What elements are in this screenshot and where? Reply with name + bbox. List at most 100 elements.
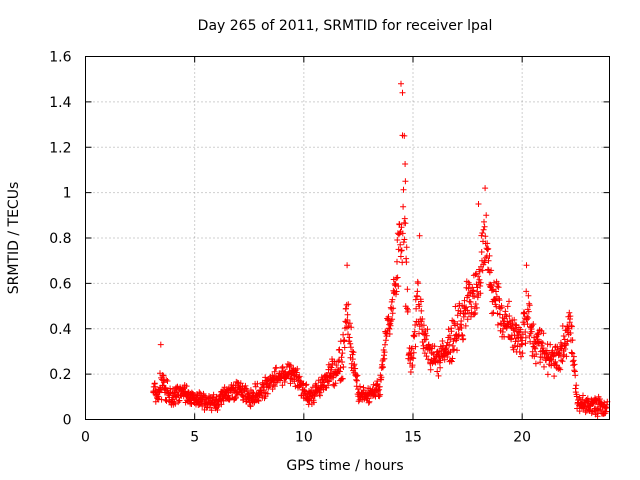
data-point — [242, 382, 249, 389]
data-point — [343, 305, 349, 312]
data-point — [344, 317, 351, 323]
data-point — [543, 347, 550, 354]
data-point — [393, 275, 400, 282]
data-point — [522, 329, 529, 335]
data-point — [164, 378, 171, 384]
data-point — [460, 313, 467, 320]
data-point — [366, 398, 373, 405]
data-point — [376, 386, 383, 393]
x-tick-label: 15 — [404, 430, 422, 446]
data-point — [397, 241, 404, 248]
data-point — [571, 367, 578, 374]
y-tick-label: 1.2 — [49, 140, 71, 156]
y-tick-label: 1 — [63, 186, 72, 202]
data-point — [386, 331, 393, 337]
data-point — [158, 387, 165, 394]
data-point — [354, 377, 360, 384]
data-point — [343, 301, 350, 308]
data-point — [401, 215, 408, 222]
data-point — [568, 349, 575, 356]
y-tick-label: 0.6 — [49, 276, 71, 292]
data-point — [481, 223, 488, 230]
data-point — [552, 358, 559, 365]
data-point — [496, 297, 503, 304]
data-point — [410, 355, 417, 362]
data-point — [437, 364, 444, 371]
data-point — [155, 393, 162, 400]
data-point — [279, 382, 286, 389]
data-point — [475, 201, 482, 207]
data-point — [504, 303, 511, 310]
data-point — [399, 89, 406, 96]
data-point — [473, 304, 480, 311]
data-point — [310, 399, 317, 406]
data-point — [455, 326, 462, 333]
data-point — [461, 297, 468, 304]
data-point — [446, 341, 453, 348]
data-point — [490, 309, 497, 316]
data-point — [596, 396, 603, 402]
data-point — [402, 220, 409, 227]
data-point — [403, 244, 410, 251]
data-point — [472, 301, 479, 307]
data-point — [389, 316, 396, 323]
data-point — [567, 330, 574, 336]
data-point — [470, 287, 477, 294]
data-point — [271, 368, 278, 375]
data-point — [418, 298, 424, 305]
data-point — [511, 342, 518, 349]
data-point — [413, 305, 420, 312]
data-point — [464, 316, 471, 323]
data-point — [458, 331, 465, 338]
data-point — [563, 342, 570, 348]
data-point — [537, 359, 544, 366]
data-point — [176, 397, 183, 404]
data-point — [398, 224, 405, 231]
data-point — [510, 346, 517, 353]
data-point — [345, 323, 352, 330]
data-point — [495, 284, 502, 291]
data-point — [496, 311, 503, 318]
data-point — [163, 376, 170, 383]
data-point — [393, 291, 399, 298]
data-point — [563, 353, 570, 360]
data-point — [484, 246, 491, 253]
data-point — [431, 343, 438, 350]
data-point — [502, 308, 509, 315]
data-point — [394, 258, 400, 265]
data-point — [448, 358, 455, 365]
data-point — [471, 293, 478, 300]
data-point — [478, 249, 485, 255]
data-point — [532, 360, 539, 367]
plot-frame — [85, 56, 610, 420]
data-point — [401, 236, 408, 243]
x-tick-label: 10 — [295, 430, 313, 446]
data-point — [540, 345, 546, 352]
data-point — [401, 132, 408, 139]
data-point — [339, 359, 346, 365]
data-point — [506, 313, 513, 319]
data-point — [243, 385, 250, 392]
data-point — [544, 371, 551, 378]
data-point — [576, 408, 583, 415]
data-point — [484, 240, 491, 247]
data-point — [287, 362, 294, 369]
data-point — [468, 303, 475, 310]
data-point — [400, 239, 407, 246]
data-point — [548, 356, 555, 363]
data-point — [467, 299, 474, 305]
data-point — [463, 304, 470, 311]
data-point — [517, 326, 524, 333]
data-point — [491, 279, 497, 286]
data-point — [559, 323, 566, 329]
data-point — [208, 407, 215, 414]
data-point — [402, 178, 409, 185]
data-point — [528, 328, 535, 335]
data-point — [407, 350, 414, 357]
data-point — [482, 233, 489, 240]
data-point — [479, 267, 486, 274]
data-point — [525, 308, 532, 315]
data-point — [399, 230, 406, 237]
data-point — [407, 369, 414, 375]
data-point — [458, 318, 465, 324]
